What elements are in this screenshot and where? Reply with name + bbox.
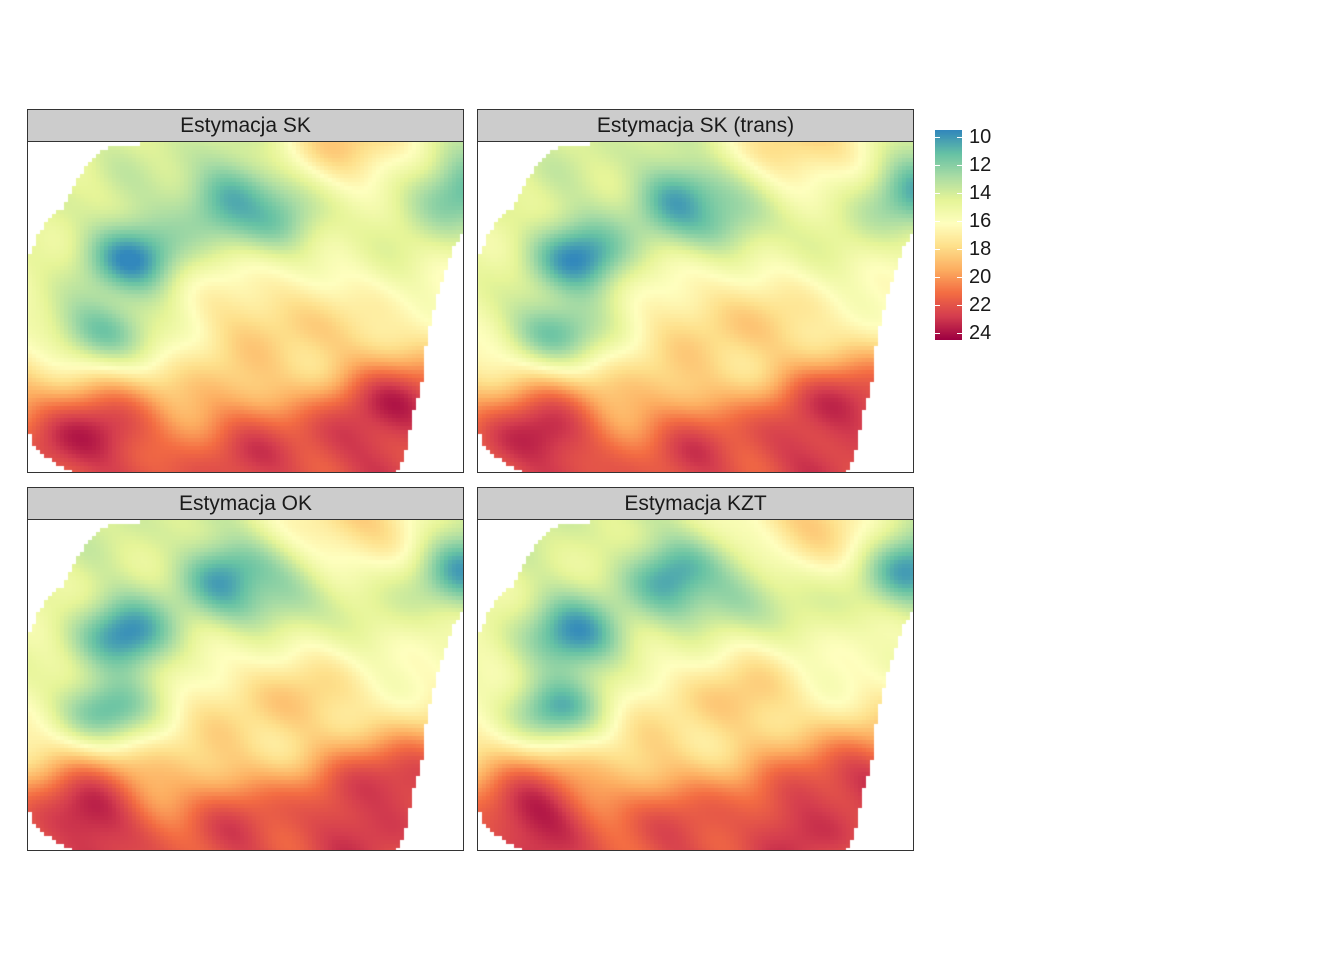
panel-title: Estymacja SK <box>27 109 464 142</box>
legend-tick-mark <box>957 305 962 306</box>
legend-tick-mark <box>935 221 940 222</box>
legend-tick-label: 12 <box>969 154 992 176</box>
panel-estymacja-kzt: Estymacja KZT <box>477 487 914 851</box>
legend-tick-mark <box>935 305 940 306</box>
legend-tick-mark <box>957 137 962 138</box>
panel-title: Estymacja SK (trans) <box>477 109 914 142</box>
legend-tick-mark <box>957 165 962 166</box>
panel-estymacja-ok: Estymacja OK <box>27 487 464 851</box>
heatmap-raster <box>478 142 913 472</box>
legend-tick-label: 14 <box>969 182 992 204</box>
heatmap-plot <box>477 520 914 851</box>
legend-tick-mark <box>957 221 962 222</box>
legend-tick-label: 16 <box>969 210 992 232</box>
heatmap-raster <box>28 520 463 850</box>
legend-tick-mark <box>957 277 962 278</box>
legend-tick-mark <box>935 333 940 334</box>
legend-tick-mark <box>957 249 962 250</box>
heatmap-plot <box>477 142 914 473</box>
legend-tick-mark <box>935 137 940 138</box>
heatmap-plot <box>27 142 464 473</box>
legend-tick-label: 20 <box>969 266 992 288</box>
legend-tick-label: 24 <box>969 322 992 344</box>
panel-title: Estymacja OK <box>27 487 464 520</box>
legend-tick-mark <box>935 165 940 166</box>
color-legend: 10 12 14 16 18 20 22 24 <box>935 126 1015 344</box>
legend-colorbar <box>935 130 962 340</box>
panel-estymacja-sk: Estymacja SK <box>27 109 464 473</box>
heatmap-raster <box>28 142 463 472</box>
legend-tick-mark <box>957 333 962 334</box>
legend-tick-mark <box>935 277 940 278</box>
legend-tick-mark <box>957 193 962 194</box>
heatmap-raster <box>478 520 913 850</box>
legend-tick-mark <box>935 249 940 250</box>
panel-estymacja-sk-trans: Estymacja SK (trans) <box>477 109 914 473</box>
legend-tick-mark <box>935 193 940 194</box>
legend-tick-label: 10 <box>969 126 992 148</box>
legend-tick-label: 18 <box>969 238 992 260</box>
legend-tick-label: 22 <box>969 294 992 316</box>
heatmap-plot <box>27 520 464 851</box>
panel-title: Estymacja KZT <box>477 487 914 520</box>
